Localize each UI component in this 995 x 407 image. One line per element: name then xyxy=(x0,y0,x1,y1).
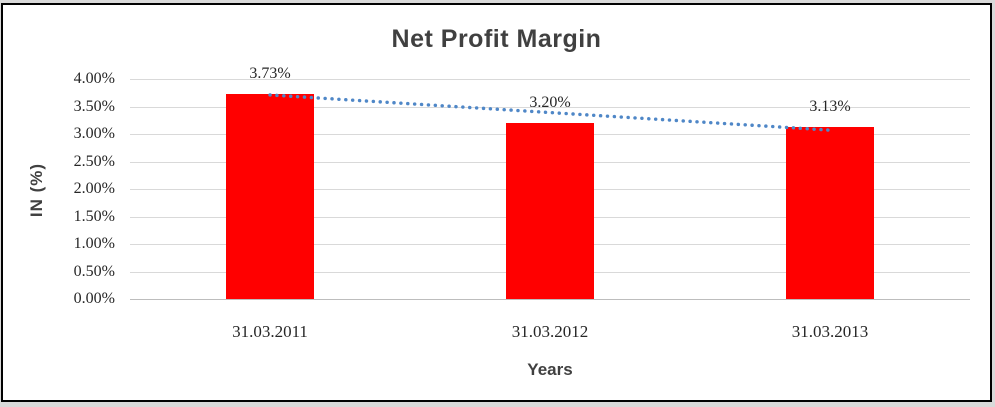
y-tick-label: 4.00% xyxy=(73,70,115,87)
x-tick-label: 31.03.2013 xyxy=(791,322,869,341)
gridline xyxy=(130,79,970,80)
y-tick-label: 2.00% xyxy=(73,180,115,197)
x-axis-title: Years xyxy=(527,360,573,379)
y-tick-label: 1.00% xyxy=(73,235,115,252)
y-tick-label: 3.50% xyxy=(73,98,115,115)
y-tick-label: 1.50% xyxy=(73,208,115,225)
x-tick-label: 31.03.2012 xyxy=(511,322,589,341)
data-label: 3.73% xyxy=(249,65,291,82)
data-label: 3.13% xyxy=(809,98,851,115)
y-tick-label: 3.00% xyxy=(73,125,115,142)
data-label: 3.20% xyxy=(529,94,571,111)
chart-title: Net Profit Margin xyxy=(391,25,602,53)
bar-31.03.2012 xyxy=(506,123,594,299)
y-tick-label: 0.50% xyxy=(73,263,115,280)
trendline-layer xyxy=(268,93,832,132)
y-tick-label: 2.50% xyxy=(73,153,115,170)
bar-31.03.2011 xyxy=(226,94,314,299)
gridline xyxy=(130,107,970,108)
chart-frame: Net Profit Margin IN (%) 3.73% 3.20% 3.13%… xyxy=(1,3,992,402)
y-tick-label: 0.00% xyxy=(73,290,115,307)
plot-area: 3.73% 3.20% 3.13% xyxy=(130,65,970,300)
bar-31.03.2013 xyxy=(786,127,874,299)
trendline xyxy=(268,93,832,132)
x-axis-line xyxy=(130,299,970,300)
x-tick-label: 31.03.2011 xyxy=(232,322,308,341)
